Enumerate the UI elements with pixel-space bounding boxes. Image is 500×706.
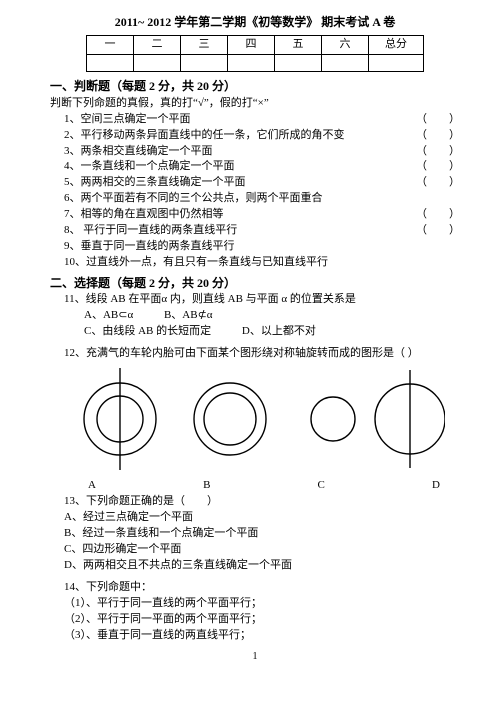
- q7: 7、相等的角在直观图中仍然相等: [64, 208, 224, 220]
- answer-blank: （ ）: [416, 223, 460, 239]
- q14-l2: （2）、平行于同一平面的两个平面平行；: [50, 612, 460, 628]
- q12-figure: [65, 364, 445, 476]
- q11-optD: D、以上都不对: [242, 324, 316, 340]
- q12-labelA: A: [88, 478, 96, 494]
- q4: 4、一条直线和一个点确定一个平面: [64, 160, 235, 172]
- section1-heading: 一、判断题（每题 2 分，共 20 分）: [50, 78, 460, 95]
- q12-labelB: B: [203, 478, 210, 494]
- col-3: 三: [181, 36, 228, 55]
- q5: 5、两两相交的三条直线确定一个平面: [64, 176, 246, 188]
- q11-optA: A、AB⊂α: [84, 308, 133, 324]
- q12-labelC: C: [318, 478, 325, 494]
- section1-intro: 判断下列命题的真假，真的打“√”，假的打“×”: [50, 96, 460, 112]
- answer-blank: （ ）: [416, 128, 460, 144]
- q11-stem: 11、线段 AB 在平面α 内，则直线 AB 与平面 α 的位置关系是: [50, 292, 460, 308]
- q11-optB: B、AB⊄α: [164, 308, 213, 324]
- score-cell: [181, 55, 228, 72]
- q1: 1、空间三点确定一个平面: [64, 113, 191, 125]
- col-1: 一: [87, 36, 134, 55]
- score-table: 一 二 三 四 五 六 总分: [86, 35, 424, 72]
- score-cell: [87, 55, 134, 72]
- q13-optC: C、四边形确定一个平面: [50, 542, 460, 558]
- col-4: 四: [228, 36, 275, 55]
- q13-optA: A、经过三点确定一个平面: [50, 510, 460, 526]
- answer-blank: （ ）: [416, 207, 460, 223]
- col-total: 总分: [369, 36, 424, 55]
- q6: 6、两个平面若有不同的三个公共点，则两个平面重合: [50, 191, 460, 207]
- answer-blank: （ ）: [416, 159, 460, 175]
- q2: 2、平行移动两条异面直线中的任一条，它们所成的角不变: [64, 129, 345, 141]
- score-cell: [275, 55, 322, 72]
- q14-l1: （1）、平行于同一直线的两个平面平行；: [50, 596, 460, 612]
- q8: 8、 平行于同一直线的两条直线平行: [64, 224, 237, 236]
- score-cell: [228, 55, 275, 72]
- col-2: 二: [134, 36, 181, 55]
- q14-l3: （3）、垂直于同一直线的两直线平行；: [50, 628, 460, 644]
- exam-title: 2011~ 2012 学年第二学期《初等数学》 期末考试 A 卷: [50, 14, 460, 31]
- section2-heading: 二、选择题（每题 2 分，共 20 分）: [50, 275, 460, 292]
- answer-blank: （ ）: [416, 112, 460, 128]
- score-cell: [134, 55, 181, 72]
- q12-labelD: D: [432, 478, 440, 494]
- q10: 10、过直线外一点，有且只有一条直线与已知直线平行: [50, 255, 460, 271]
- q3: 3、两条相交直线确定一个平面: [64, 145, 213, 157]
- q12-stem: 12、充满气的车轮内胎可由下面某个图形绕对称轴旋转而成的图形是（ ）: [50, 346, 460, 362]
- q12-option-labels: A B C D: [50, 478, 460, 494]
- col-5: 五: [275, 36, 322, 55]
- q13-optD: D、两两相交且不共点的三条直线确定一个平面: [50, 558, 460, 574]
- score-cell: [369, 55, 424, 72]
- page-number: 1: [50, 650, 460, 665]
- q13-optB: B、经过一条直线和一个点确定一个平面: [50, 526, 460, 542]
- col-6: 六: [322, 36, 369, 55]
- q13-stem: 13、下列命题正确的是（ ）: [50, 494, 460, 510]
- score-cell: [322, 55, 369, 72]
- answer-blank: （ ）: [416, 175, 460, 191]
- q11-optC: C、由线段 AB 的长短而定: [84, 324, 211, 340]
- q9: 9、垂直于同一直线的两条直线平行: [50, 239, 460, 255]
- answer-blank: （ ）: [416, 144, 460, 160]
- q14-stem: 14、下列命题中：: [50, 580, 460, 596]
